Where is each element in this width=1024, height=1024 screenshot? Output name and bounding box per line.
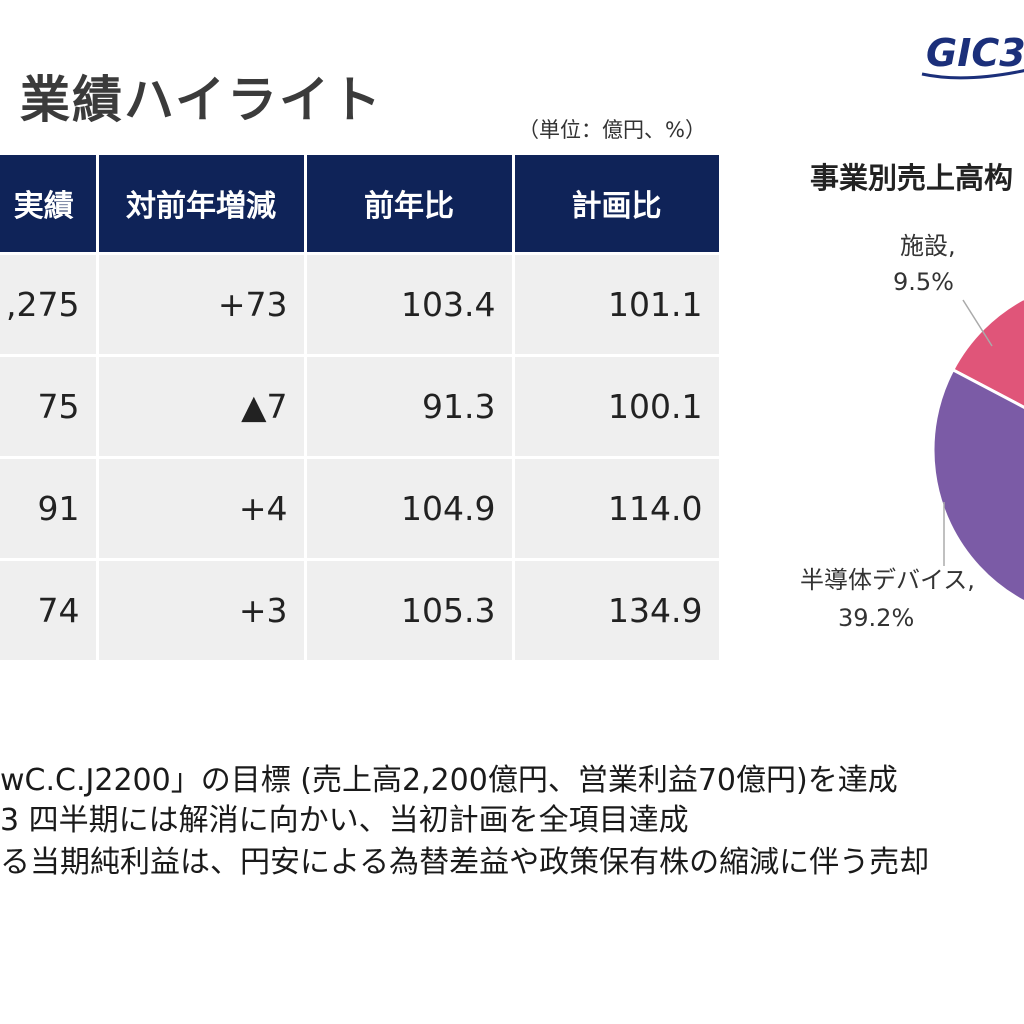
table-cell: 74	[0, 559, 99, 663]
table-row: 91 +4 104.9 114.0	[0, 457, 722, 561]
table-cell: 91	[0, 457, 99, 561]
table-cell: 103.4	[305, 253, 515, 357]
slice-percent-semiconductor: 39.2%	[838, 604, 915, 632]
slice-percent-facilities: 9.5%	[893, 268, 954, 296]
table-row: 75 ▲7 91.3 100.1	[0, 355, 722, 459]
table-cell: 100.1	[513, 355, 722, 459]
column-header: 前年比	[305, 155, 515, 255]
table-cell: 75	[0, 355, 99, 459]
results-table: 実績 対前年増減 前年比 計画比 ,275 +73 103.4 101.1 75…	[0, 155, 722, 663]
pie-slice-semiconductor	[931, 367, 1024, 604]
pie-slice-facilities	[950, 296, 1024, 409]
table-cell: +4	[97, 457, 307, 561]
column-header: 計画比	[513, 155, 722, 255]
svg-text:GIC30: GIC30	[926, 31, 1024, 75]
leader-line	[962, 299, 993, 347]
bullet-item: 3 四半期には解消に向かい、当初計画を全項目達成	[0, 803, 689, 838]
unit-note: （単位：億円、%）	[518, 118, 706, 142]
column-header: 対前年増減	[97, 155, 307, 255]
table-cell: 91.3	[305, 355, 515, 459]
column-header: 実績	[0, 155, 99, 255]
table-cell: 105.3	[305, 559, 515, 663]
table-row: ,275 +73 103.4 101.1	[0, 253, 722, 357]
table-cell: 104.9	[305, 457, 515, 561]
table-cell: ▲7	[97, 355, 307, 459]
table-cell: 134.9	[513, 559, 722, 663]
page-title: 業績ハイライト	[20, 71, 383, 129]
bullet-item: る当期純利益は、円安による為替差益や政策保有株の縮減に伴う売却	[0, 845, 930, 880]
slice-label-semiconductor: 半導体デバイス,	[800, 566, 975, 594]
table-cell: +3	[97, 559, 307, 663]
table-header-row: 実績 対前年増減 前年比 計画比	[0, 155, 722, 255]
table-cell: ,275	[0, 253, 99, 357]
table-cell: 101.1	[513, 253, 722, 357]
bullet-item: wC.C.J2200」の目標 (売上高2,200億円、営業利益70億円)を達成	[0, 763, 898, 798]
table-cell: 114.0	[513, 457, 722, 561]
table-cell: +73	[97, 253, 307, 357]
company-logo: GIC30	[918, 28, 1024, 88]
slice-label-facilities: 施設,	[900, 232, 956, 260]
table-row: 74 +3 105.3 134.9	[0, 559, 722, 663]
pie-chart-title: 事業別売上高构	[810, 161, 1014, 195]
